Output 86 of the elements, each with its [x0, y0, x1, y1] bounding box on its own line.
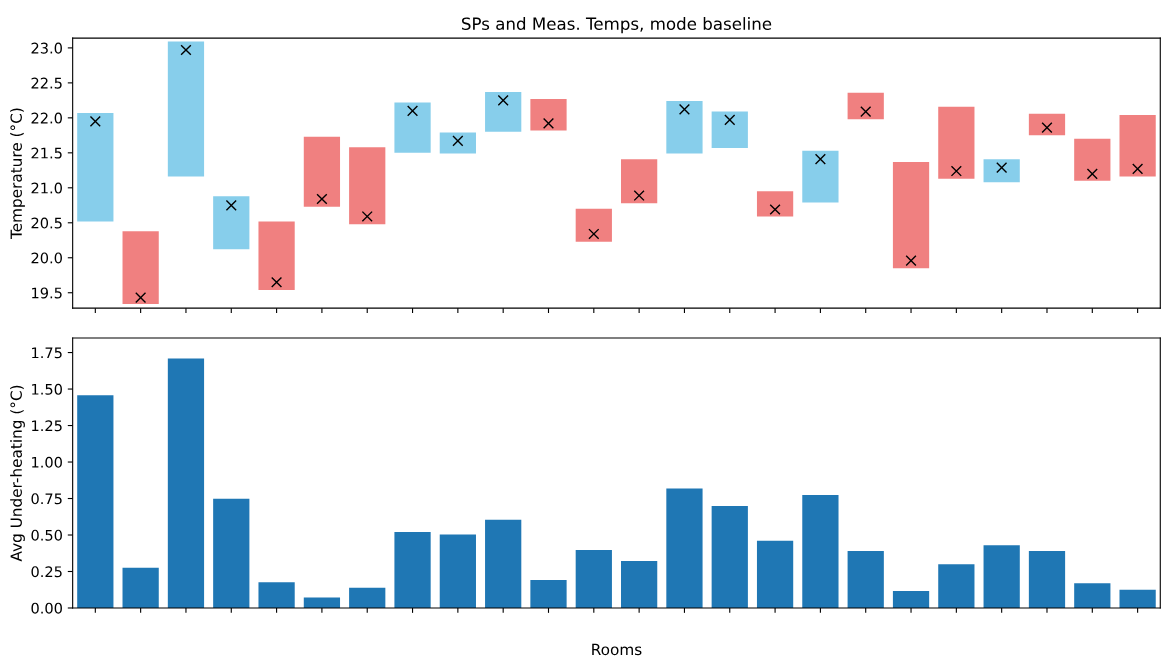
bar	[575, 208, 612, 242]
y-tick-label: 0.75	[31, 493, 62, 505]
point	[406, 105, 419, 117]
point	[588, 228, 600, 240]
point	[633, 189, 645, 202]
bar	[394, 102, 431, 153]
bar	[213, 196, 250, 250]
bar	[938, 564, 975, 608]
bar	[167, 41, 205, 177]
bar	[892, 161, 930, 269]
point	[135, 292, 147, 304]
point	[950, 165, 962, 177]
bar	[621, 159, 658, 204]
bar	[802, 495, 839, 608]
bar	[756, 540, 794, 608]
bar	[892, 590, 930, 608]
y-axis-title: Avg Under-heating (°C)	[10, 385, 25, 562]
y-tick-label: 22.0	[31, 112, 62, 124]
point	[271, 276, 283, 288]
bar	[258, 582, 295, 608]
y-tick-label: 21.5	[31, 147, 62, 159]
bar	[77, 112, 114, 222]
point	[1132, 163, 1144, 175]
point	[361, 210, 373, 223]
point	[180, 44, 192, 56]
bar	[983, 545, 1020, 608]
bar	[77, 395, 114, 608]
bar	[485, 91, 522, 132]
bar	[530, 98, 567, 131]
x-axis-title: Rooms	[592, 643, 642, 656]
bar	[1028, 113, 1066, 136]
bar	[1028, 551, 1066, 608]
point	[678, 103, 691, 116]
y-tick-label: 22.5	[31, 77, 62, 89]
point	[542, 117, 555, 130]
bar	[394, 532, 431, 608]
bar	[711, 505, 748, 608]
point	[905, 255, 917, 267]
chart-title: SPs and Meas. Temps, mode baseline	[461, 17, 772, 34]
y-tick-label: 19.5	[32, 287, 62, 299]
y-tick-label: 1.00	[32, 456, 62, 468]
bar	[439, 534, 476, 608]
point	[89, 115, 101, 127]
bar	[802, 150, 839, 203]
bar	[122, 231, 159, 304]
bar	[1074, 138, 1111, 181]
bar	[1119, 589, 1156, 608]
bar	[1119, 115, 1156, 177]
bar	[349, 147, 386, 225]
bar	[439, 132, 476, 154]
bar	[349, 587, 386, 608]
bar	[666, 488, 703, 608]
bar	[983, 159, 1020, 183]
bar	[167, 358, 205, 608]
y-tick-label: 1.25	[32, 420, 62, 432]
y-axis-title: Temperature (°C)	[10, 108, 25, 240]
y-tick-label: 23.0	[31, 42, 62, 54]
bar	[213, 498, 250, 608]
point	[316, 193, 328, 205]
y-tick-label: 1.75	[32, 347, 62, 359]
bar	[847, 551, 884, 608]
y-tick-label: 0.50	[31, 529, 62, 541]
bar	[575, 550, 612, 608]
bar	[303, 136, 341, 207]
y-tick-label: 21.0	[31, 182, 62, 194]
bar	[711, 111, 748, 148]
bar	[1074, 583, 1111, 608]
y-tick-label: 0.25	[31, 566, 62, 578]
point	[814, 153, 826, 165]
bar	[666, 101, 703, 154]
y-tick-label: 1.50	[32, 383, 62, 395]
y-tick-label: 20.0	[31, 252, 62, 264]
bar	[756, 191, 794, 217]
bar	[258, 221, 295, 290]
bar	[530, 580, 567, 608]
bar	[621, 560, 658, 608]
bar	[122, 567, 159, 608]
point	[724, 114, 736, 126]
bar	[938, 106, 975, 179]
point	[225, 199, 237, 211]
point	[1086, 168, 1098, 180]
bar	[485, 519, 522, 608]
bar	[847, 92, 884, 120]
y-tick-label: 20.5	[31, 217, 62, 229]
y-tick-label: 0.00	[31, 602, 62, 614]
point	[497, 94, 509, 106]
